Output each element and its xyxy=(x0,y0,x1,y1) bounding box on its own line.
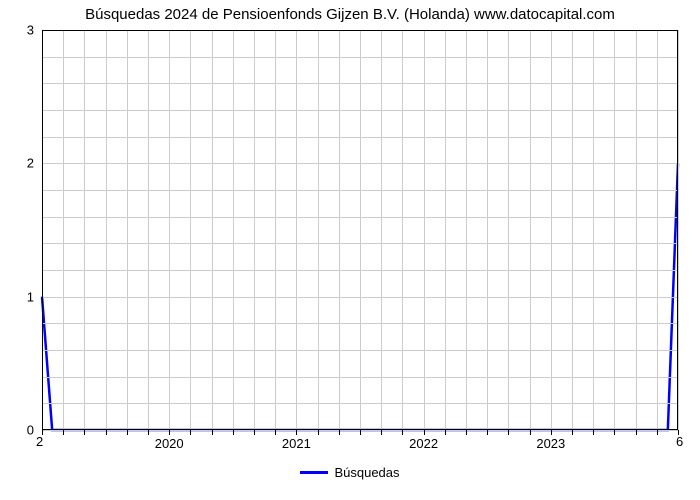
y-tick-label: 2 xyxy=(27,156,34,171)
legend: Búsquedas xyxy=(0,462,700,480)
y-tick-label: 3 xyxy=(27,23,34,38)
plot-area: 01232020202120222023 xyxy=(42,30,678,430)
x-tick-label: 2022 xyxy=(409,436,438,451)
x-tick-label: 2021 xyxy=(282,436,311,451)
corner-label-bottom-left: 2 xyxy=(36,434,43,449)
y-tick-label: 1 xyxy=(27,289,34,304)
x-tick-label: 2023 xyxy=(536,436,565,451)
legend-item: Búsquedas xyxy=(300,465,399,480)
legend-label: Búsquedas xyxy=(334,465,399,480)
legend-swatch xyxy=(300,471,328,474)
corner-label-bottom-right: 6 xyxy=(676,434,683,449)
chart-title: Búsquedas 2024 de Pensioenfonds Gijzen B… xyxy=(0,6,700,23)
line-chart: Búsquedas 2024 de Pensioenfonds Gijzen B… xyxy=(0,0,700,500)
x-tick-label: 2020 xyxy=(155,436,184,451)
y-tick-label: 0 xyxy=(27,423,34,438)
